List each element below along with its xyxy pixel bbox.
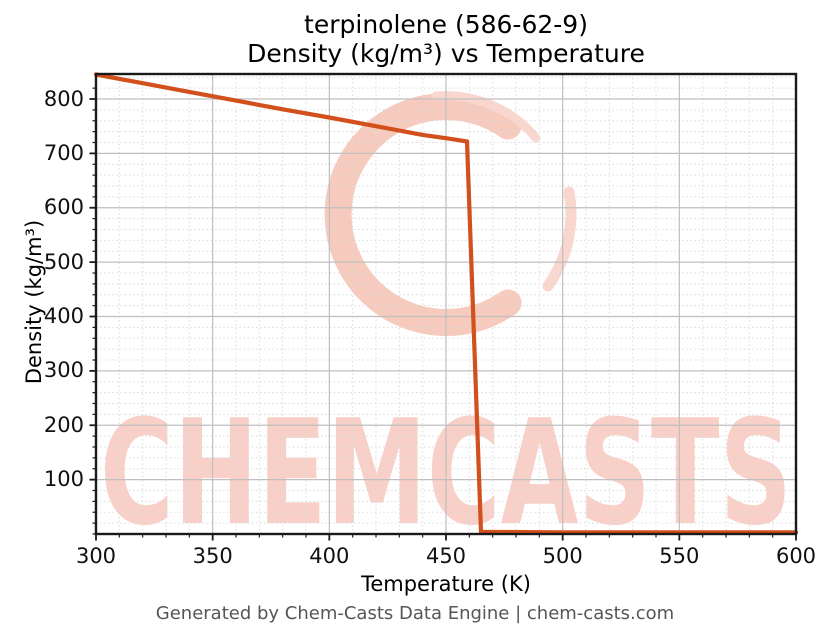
y-tick-label: 800 xyxy=(43,86,84,111)
x-tick-label: 400 xyxy=(309,544,350,568)
x-tick-label: 600 xyxy=(775,544,817,568)
x-tick-label: 500 xyxy=(542,544,583,568)
x-axis-label: Temperature (K) xyxy=(361,572,531,596)
tick-marks xyxy=(89,87,797,541)
density-line xyxy=(93,72,799,535)
chart-title-line1: terpinolene (586-62-9) xyxy=(304,10,588,39)
y-tick-label: 500 xyxy=(43,249,84,274)
y-axis-label: Density (kg/m³) xyxy=(22,219,46,385)
footer-credit: Generated by Chem-Casts Data Engine | ch… xyxy=(155,603,675,624)
y-tick-label: 700 xyxy=(43,140,84,165)
y-tick-label: 200 xyxy=(43,412,84,437)
x-tick-label: 300 xyxy=(75,544,117,568)
watermark-c-swish-right-icon xyxy=(542,186,577,292)
chart-canvas: CHEMCASTS xyxy=(89,72,799,558)
x-tick-label: 350 xyxy=(192,544,233,568)
chart-title: terpinolene (586-62-9) Density (kg/m³) v… xyxy=(96,10,796,68)
chart-title-line2: Density (kg/m³) vs Temperature xyxy=(247,39,645,68)
y-tick-label: 600 xyxy=(43,195,84,220)
x-tick-label: 450 xyxy=(425,544,467,568)
x-tick-label: 550 xyxy=(659,544,700,568)
watermark-c-swish-top-icon xyxy=(431,91,541,143)
y-tick-label: 400 xyxy=(43,304,84,328)
plot-area: CHEMCASTS xyxy=(89,72,799,558)
watermark-c-logo-icon xyxy=(324,93,522,336)
grid xyxy=(95,74,797,534)
y-tick-label: 300 xyxy=(43,358,84,383)
y-tick-label: 100 xyxy=(43,467,84,492)
